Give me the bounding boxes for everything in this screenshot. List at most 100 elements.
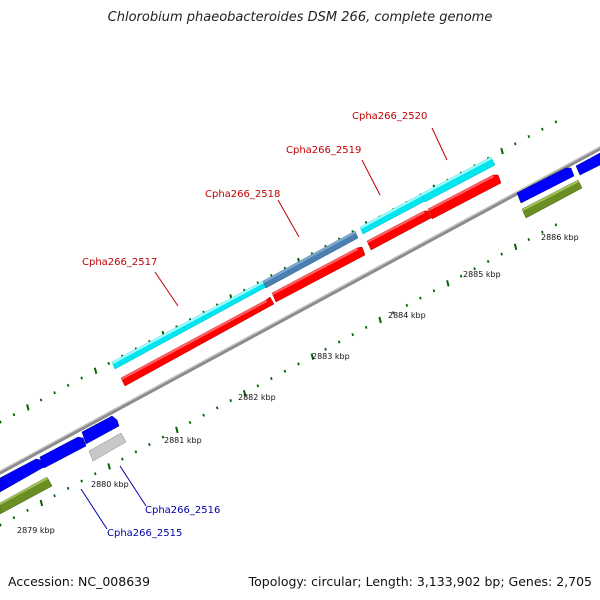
genome-backbone-highlight	[0, 146, 600, 472]
tick-mark	[554, 223, 558, 227]
tick-mark	[161, 435, 165, 439]
gene-cpha266-2520-top	[421, 157, 492, 196]
tick-mark	[26, 404, 30, 411]
scale-label-2879: 2879 kbp	[17, 526, 55, 535]
tick-mark	[242, 389, 247, 397]
tick-mark	[392, 311, 395, 315]
gene-red-4-top	[428, 175, 494, 211]
tick-mark	[12, 413, 16, 417]
tick-mark	[337, 340, 341, 344]
gene-label-cpha266-2520[interactable]: Cpha266_2520	[352, 111, 427, 122]
tick-mark	[500, 147, 504, 155]
tick-mark	[0, 523, 2, 527]
tick-mark	[473, 267, 476, 271]
gene-cpha266-2520[interactable]	[420, 156, 496, 203]
gene-olive-right-top	[522, 180, 579, 211]
tick-mark	[419, 296, 422, 300]
gene-blue-left-2[interactable]	[39, 436, 87, 469]
tick-mark	[541, 230, 544, 234]
genome-backbone	[0, 146, 600, 475]
tick-mark	[500, 252, 503, 256]
map-title: Chlorobium phaeobacteroides DSM 266, com…	[107, 10, 493, 25]
tick-mark	[107, 361, 111, 365]
tick-mark	[134, 450, 138, 454]
tick-mark	[80, 376, 83, 380]
tick-mark	[66, 383, 70, 387]
tick-mark	[459, 274, 463, 278]
gene-label-cpha266-2517[interactable]: Cpha266_2517	[82, 257, 157, 268]
gene-red-1-top	[121, 300, 267, 380]
tick-mark	[351, 333, 354, 337]
gene-blue-right-2[interactable]	[575, 152, 600, 176]
tick-mark	[364, 325, 368, 329]
tick-mark	[175, 426, 179, 434]
tick-mark	[26, 508, 29, 512]
tick-mark	[527, 237, 531, 242]
leader-cpha266-2519	[361, 159, 381, 196]
tick-mark	[554, 120, 558, 124]
gene-cpha266-2517-top	[112, 280, 266, 364]
tick-mark	[107, 463, 111, 470]
tick-mark	[310, 353, 315, 360]
leader-cpha266-2518	[277, 199, 300, 238]
scale-label-2882: 2882 kbp	[238, 393, 276, 402]
tick-mark	[202, 413, 205, 417]
tick-mark	[513, 142, 517, 146]
tick-mark	[378, 316, 382, 324]
tick-mark	[215, 406, 219, 410]
accession-text: Accession: NC_008639	[8, 574, 151, 589]
gene-red-3-top	[367, 211, 425, 243]
scale-label-2883: 2883 kbp	[312, 352, 350, 361]
leader-cpha266-2517	[154, 271, 179, 307]
tick-mark	[80, 479, 83, 483]
gene-olive-cpha266-2515[interactable]	[0, 476, 53, 515]
tick-mark	[188, 420, 192, 425]
tick-mark	[405, 303, 409, 307]
tick-mark	[541, 127, 544, 131]
tick-mark	[432, 289, 436, 293]
tick-mark	[0, 420, 2, 424]
tick-mark	[297, 362, 300, 366]
scale-label-2884: 2884 kbp	[388, 311, 426, 320]
leader-cpha266-2520	[431, 127, 448, 161]
gene-cpha266-2518-top	[263, 231, 356, 283]
gene-olive-left-top	[0, 477, 48, 505]
scale-label-2880: 2880 kbp	[91, 480, 129, 489]
tick-mark	[256, 384, 260, 388]
scale-label-2881: 2881 kbp	[164, 436, 202, 445]
tick-mark	[66, 486, 70, 490]
leader-cpha266-2516	[119, 465, 147, 507]
gene-label-cpha266-2515[interactable]: Cpha266_2515	[107, 528, 182, 539]
tick-mark	[39, 499, 44, 507]
leader-cpha266-2515	[80, 488, 108, 530]
tick-mark	[93, 367, 98, 374]
scale-label-2886: 2886 kbp	[541, 233, 579, 242]
tick-mark	[148, 442, 151, 446]
gene-blue-left-3[interactable]	[81, 415, 120, 445]
tick-mark	[446, 280, 450, 287]
gene-label-cpha266-2516[interactable]: Cpha266_2516	[145, 505, 220, 516]
tick-mark	[486, 259, 490, 263]
scale-label-2885: 2885 kbp	[463, 270, 501, 279]
tick-mark	[283, 369, 287, 373]
tick-mark	[53, 494, 56, 498]
tick-mark	[229, 399, 232, 403]
tick-mark	[270, 377, 273, 381]
gene-blue-right-1[interactable]	[516, 167, 575, 204]
tick-mark	[527, 134, 531, 139]
tick-mark	[12, 516, 16, 520]
tick-mark	[513, 243, 518, 251]
gene-red-4[interactable]	[427, 174, 502, 220]
gene-red-2-top	[272, 248, 358, 295]
tick-mark	[121, 457, 124, 461]
gene-gray-cpha266-2516[interactable]	[88, 432, 127, 462]
gene-label-cpha266-2518[interactable]: Cpha266_2518	[205, 189, 280, 200]
gene-label-cpha266-2519[interactable]: Cpha266_2519	[286, 145, 361, 156]
tick-mark	[39, 398, 43, 402]
tick-mark	[53, 391, 56, 395]
tick-mark	[324, 347, 327, 351]
topology-text: Topology: circular; Length: 3,133,902 bp…	[248, 574, 592, 589]
gene-olive-right[interactable]	[521, 179, 583, 219]
